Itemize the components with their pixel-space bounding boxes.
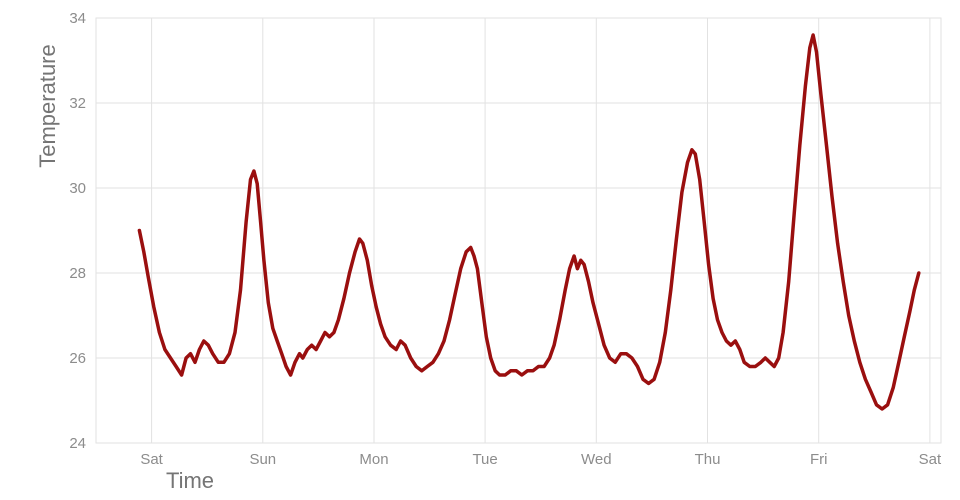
y-tick-label: 24 [69, 435, 86, 452]
x-tick-label: Sat [919, 451, 942, 468]
x-tick-label: Sat [140, 451, 163, 468]
y-tick-label: 30 [69, 180, 86, 197]
y-tick-label: 28 [69, 265, 86, 282]
y-axis-title: Temperature [35, 44, 60, 168]
x-tick-label: Thu [695, 451, 721, 468]
x-tick-label: Mon [359, 451, 388, 468]
x-tick-label: Sun [249, 451, 276, 468]
y-tick-label: 32 [69, 95, 86, 112]
x-tick-label: Fri [810, 451, 828, 468]
x-tick-label: Tue [472, 451, 497, 468]
plot-border [95, 17, 942, 444]
temperature-line [137, 33, 921, 411]
y-tick-label: 34 [69, 10, 86, 27]
x-tick-label: Wed [581, 451, 612, 468]
x-axis-title: Time [165, 468, 215, 493]
y-tick-label: 26 [69, 350, 86, 367]
